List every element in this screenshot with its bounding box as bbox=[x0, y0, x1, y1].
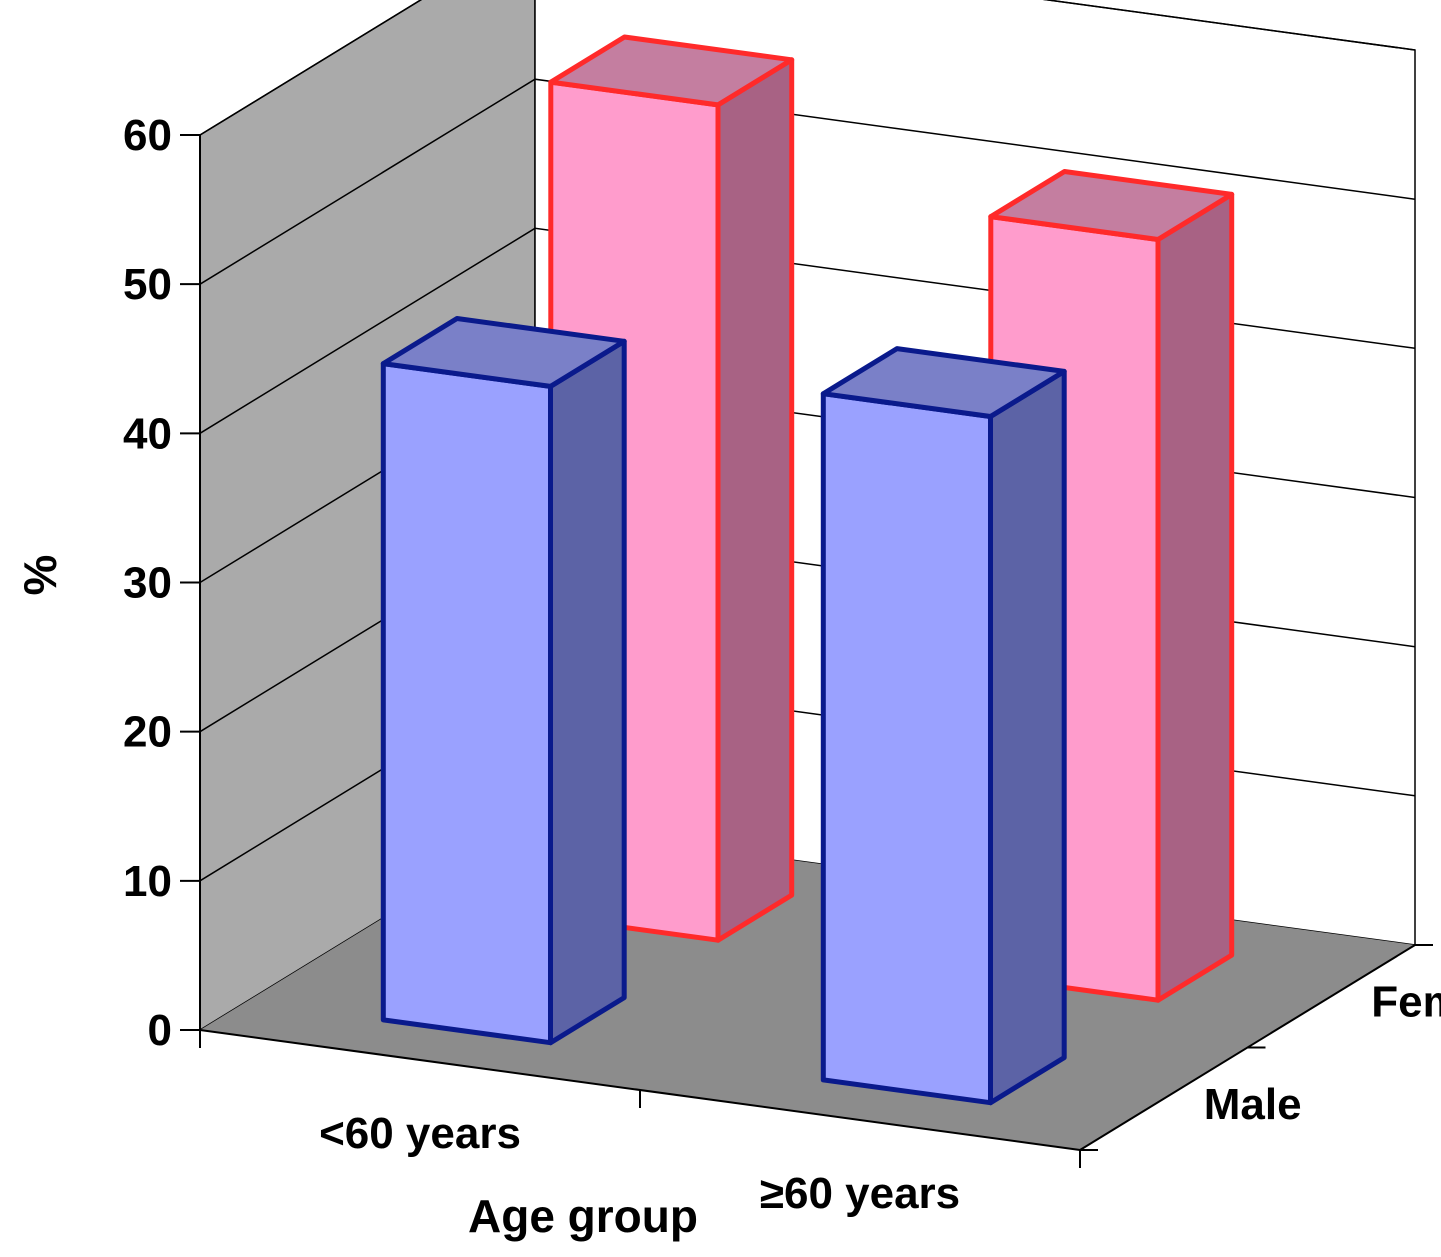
bars bbox=[380, 34, 1235, 1106]
x-category-label: <60 years bbox=[319, 1109, 521, 1158]
bar bbox=[380, 316, 627, 1046]
bar-top-face bbox=[820, 346, 1067, 419]
bar bbox=[820, 346, 1067, 1106]
bar-side-face bbox=[715, 57, 795, 943]
bar-front-face bbox=[820, 391, 993, 1106]
y-tick-label: 20 bbox=[123, 708, 172, 757]
y-tick-label: 30 bbox=[123, 559, 172, 608]
y-tick-label: 40 bbox=[123, 409, 172, 458]
bar-top-face bbox=[988, 169, 1235, 242]
y-axis-title: % bbox=[14, 555, 66, 596]
axes bbox=[180, 134, 1433, 1168]
gridline bbox=[199, 0, 1416, 136]
bar-front-face bbox=[380, 361, 553, 1046]
gridline bbox=[199, 78, 1416, 285]
y-tick-label: 0 bbox=[148, 1006, 172, 1055]
bar-side-face bbox=[988, 368, 1067, 1106]
labels: 0 10 20 30 40 50 60 <60 years ≥60 years Male Femal… bbox=[14, 111, 1441, 1242]
bar-side-face bbox=[1155, 191, 1235, 1003]
bar-top-face bbox=[548, 34, 795, 108]
series-label-male: Male bbox=[1204, 1080, 1302, 1129]
bar-side-face bbox=[548, 338, 627, 1046]
series-label-female: Female bbox=[1371, 977, 1441, 1026]
y-tick-label: 10 bbox=[123, 857, 172, 906]
x-axis-title: Age group bbox=[468, 1190, 698, 1242]
y-tick-label: 60 bbox=[123, 111, 172, 160]
bar-top-face bbox=[380, 316, 627, 389]
y-tick-label: 50 bbox=[123, 260, 172, 309]
x-category-label: ≥60 years bbox=[760, 1169, 960, 1218]
